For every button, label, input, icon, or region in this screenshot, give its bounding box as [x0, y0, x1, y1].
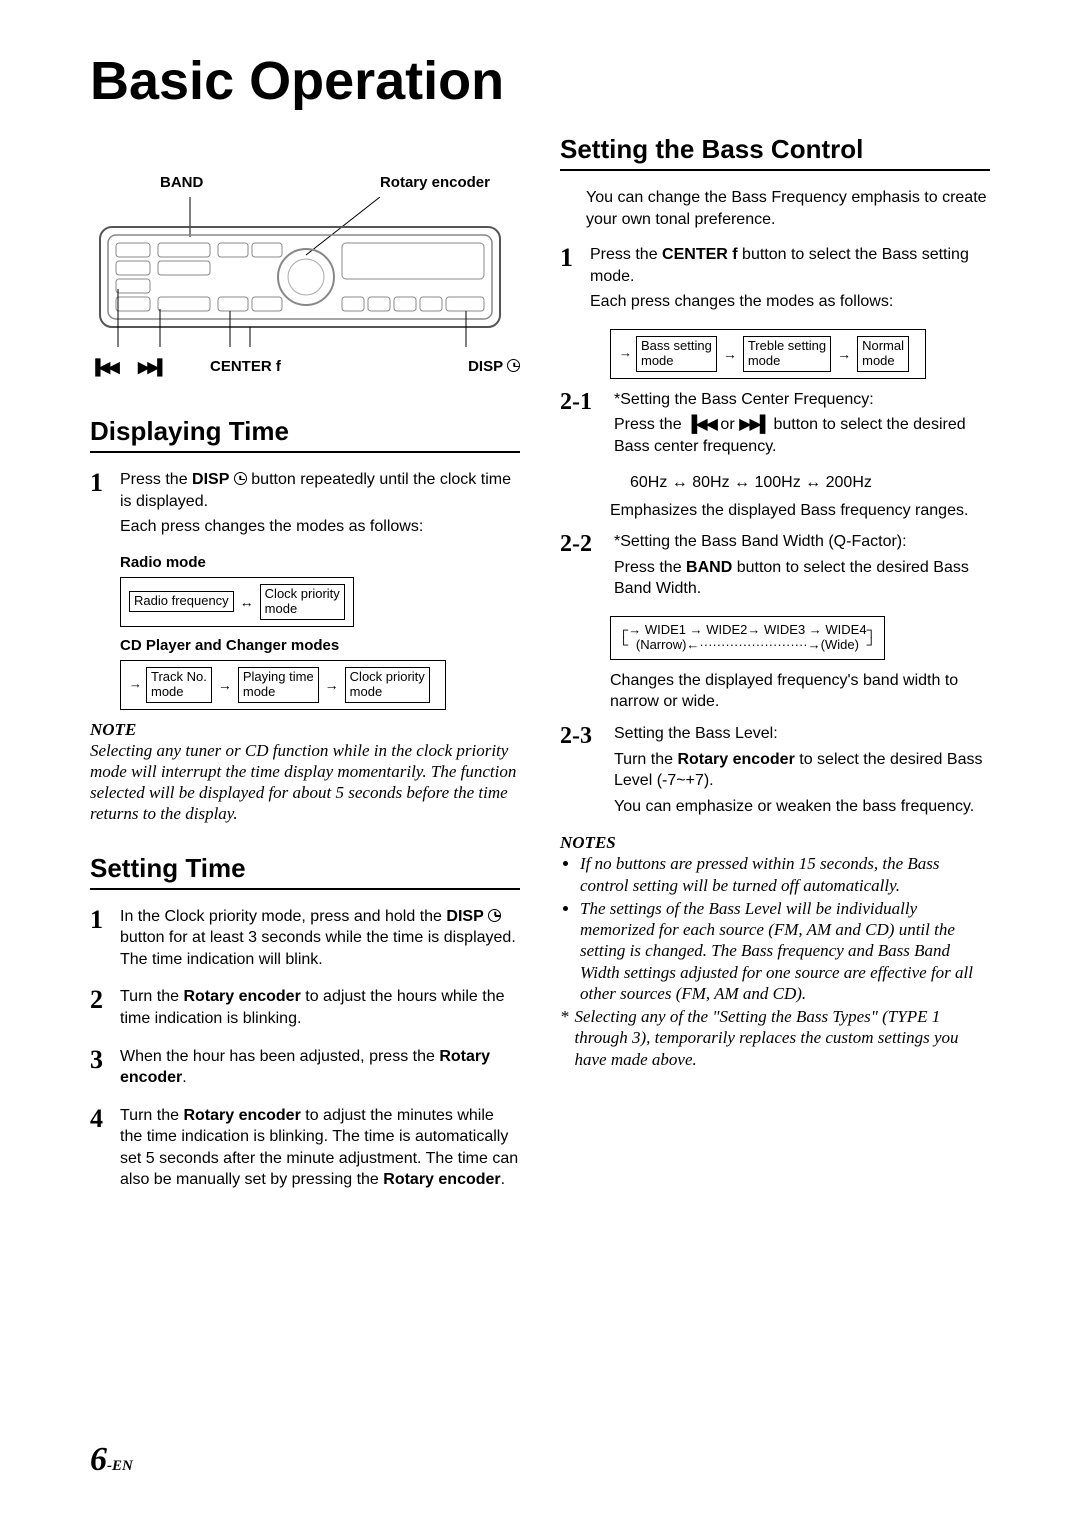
next-icon: ▶▶▌ — [739, 416, 769, 433]
page-number: 6-EN — [90, 1441, 133, 1479]
label-center-f: CENTER f — [200, 358, 430, 376]
step-body: When the hour has been adjusted, press t… — [120, 1046, 520, 1093]
wide-box: ┌→ WIDE1 → WIDE2→ WIDE3 → WIDE4┐ └(Narro… — [610, 616, 885, 660]
clock-icon — [234, 472, 247, 485]
step-body: In the Clock priority mode, press and ho… — [120, 906, 520, 975]
note-heading: NOTE — [90, 720, 520, 740]
radio-mode-label: Radio mode — [120, 554, 520, 571]
section-displaying-time: Displaying Time — [90, 416, 520, 453]
next-icon: ▶▶▌ — [138, 358, 200, 376]
cd-mode-box: → Track No. mode → Playing time mode → C… — [120, 660, 446, 710]
clock-icon — [488, 909, 501, 922]
notes-heading: NOTES — [560, 833, 990, 853]
step-body: Setting the Bass Level: Turn the Rotary … — [614, 723, 990, 821]
label-band: BAND — [160, 174, 203, 191]
diagram-bottom-labels: ▐◀◀ ▶▶▌ CENTER f DISP — [90, 358, 520, 376]
step-number: 1 — [90, 906, 112, 975]
clock-icon — [507, 359, 520, 372]
step-body: Turn the Rotary encoder to adjust the ho… — [120, 986, 520, 1033]
stereo-diagram — [90, 197, 520, 352]
step-body: Press the DISP button repeatedly until t… — [120, 469, 520, 542]
step-number: 1 — [560, 244, 582, 317]
section-bass-control: Setting the Bass Control — [560, 134, 990, 171]
changes-text: Changes the displayed frequency's band w… — [610, 670, 990, 713]
intro-text: You can change the Bass Frequency emphas… — [586, 187, 990, 230]
bass-mode-box: → Bass setting mode → Treble setting mod… — [610, 329, 926, 379]
step-number: 3 — [90, 1046, 112, 1093]
step-number: 4 — [90, 1105, 112, 1195]
page-title: Basic Operation — [90, 50, 990, 112]
notes-list: If no buttons are pressed within 15 seco… — [560, 853, 990, 1004]
step-number: 1 — [90, 469, 112, 542]
step-number: 2-3 — [560, 723, 606, 821]
step-body: *Setting the Bass Band Width (Q-Factor):… — [614, 531, 990, 604]
label-disp: DISP — [430, 358, 520, 376]
prev-icon: ▐◀◀ — [686, 416, 716, 433]
cd-mode-label: CD Player and Changer modes — [120, 637, 520, 654]
radio-mode-box: Radio frequency ↔ Clock priority mode — [120, 577, 354, 627]
step-body: *Setting the Bass Center Frequency: Pres… — [614, 389, 990, 462]
diagram-top-labels: BAND Rotary encoder — [90, 174, 520, 191]
prev-icon: ▐◀◀ — [90, 358, 138, 376]
step-number: 2-1 — [560, 389, 606, 462]
section-setting-time: Setting Time — [90, 853, 520, 890]
frequency-options: 60Hz ↔ 80Hz ↔ 100Hz ↔ 200Hz — [630, 474, 990, 492]
step-number: 2 — [90, 986, 112, 1033]
note-body: Selecting any tuner or CD function while… — [90, 740, 520, 825]
step-body: Press the CENTER f button to select the … — [590, 244, 990, 317]
step-body: Turn the Rotary encoder to adjust the mi… — [120, 1105, 520, 1195]
step-number: 2-2 — [560, 531, 606, 604]
note-asterisk: *Selecting any of the "Setting the Bass … — [560, 1006, 990, 1070]
emphasis-text: Emphasizes the displayed Bass frequency … — [610, 500, 990, 522]
label-rotary: Rotary encoder — [380, 174, 490, 191]
